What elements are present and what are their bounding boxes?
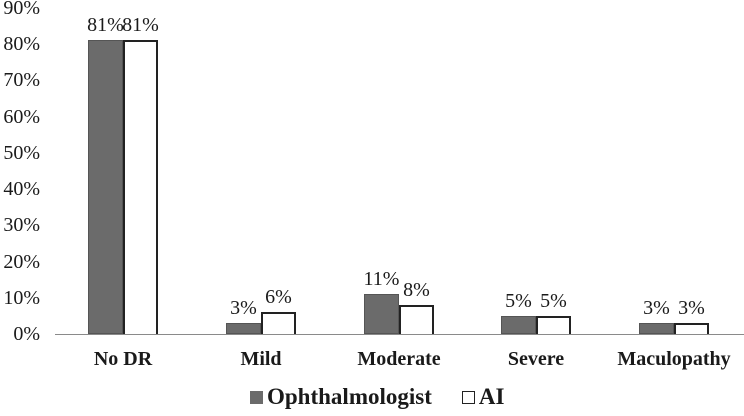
legend-label-ai: AI [478, 384, 505, 409]
category-label: Severe [507, 348, 565, 370]
value-label: 8% [403, 279, 430, 301]
y-tick-label: 40% [3, 178, 40, 200]
bar-ophthalmologist [226, 323, 261, 334]
y-tick-label: 10% [3, 286, 40, 309]
y-tick-label: 20% [3, 250, 40, 273]
bar-ophthalmologist [639, 323, 674, 334]
bar-ai [399, 305, 434, 334]
category-label: Moderate [357, 348, 441, 370]
bar-ophthalmologist [88, 40, 123, 334]
legend: Ophthalmologist AI [250, 384, 504, 410]
value-label: 6% [265, 286, 292, 309]
value-label: 11% [363, 268, 400, 291]
bar-ai [536, 315, 571, 334]
bar-ophthalmologist [501, 315, 536, 334]
category-label: Mild [240, 348, 282, 370]
value-label: 81% [122, 14, 159, 37]
value-label: 5% [540, 289, 567, 312]
bar-ophthalmologist [364, 294, 399, 334]
bar-ai [123, 40, 158, 334]
legend-label-ophthalmologist: Ophthalmologist [267, 384, 432, 409]
bar-ai [261, 312, 296, 334]
y-tick-label: 50% [3, 141, 40, 164]
value-label: 5% [505, 289, 532, 312]
value-label: 3% [230, 297, 257, 320]
x-axis-line [55, 334, 744, 335]
y-tick-label: 80% [3, 33, 40, 55]
value-label: 3% [643, 297, 670, 320]
y-tick-label: 0% [13, 323, 40, 345]
category-label: No DR [93, 348, 153, 370]
legend-swatch-ophthalmologist [250, 390, 263, 404]
value-label: 3% [678, 297, 705, 320]
category-label: Maculopathy [617, 348, 731, 370]
y-tick-label: 70% [3, 69, 40, 92]
legend-swatch-ai [461, 390, 475, 404]
value-label: 81% [87, 14, 124, 37]
y-tick-label: 60% [3, 105, 40, 128]
y-tick-label: 90% [3, 0, 40, 19]
bar-ai [674, 323, 709, 334]
y-tick-label: 30% [3, 214, 40, 237]
